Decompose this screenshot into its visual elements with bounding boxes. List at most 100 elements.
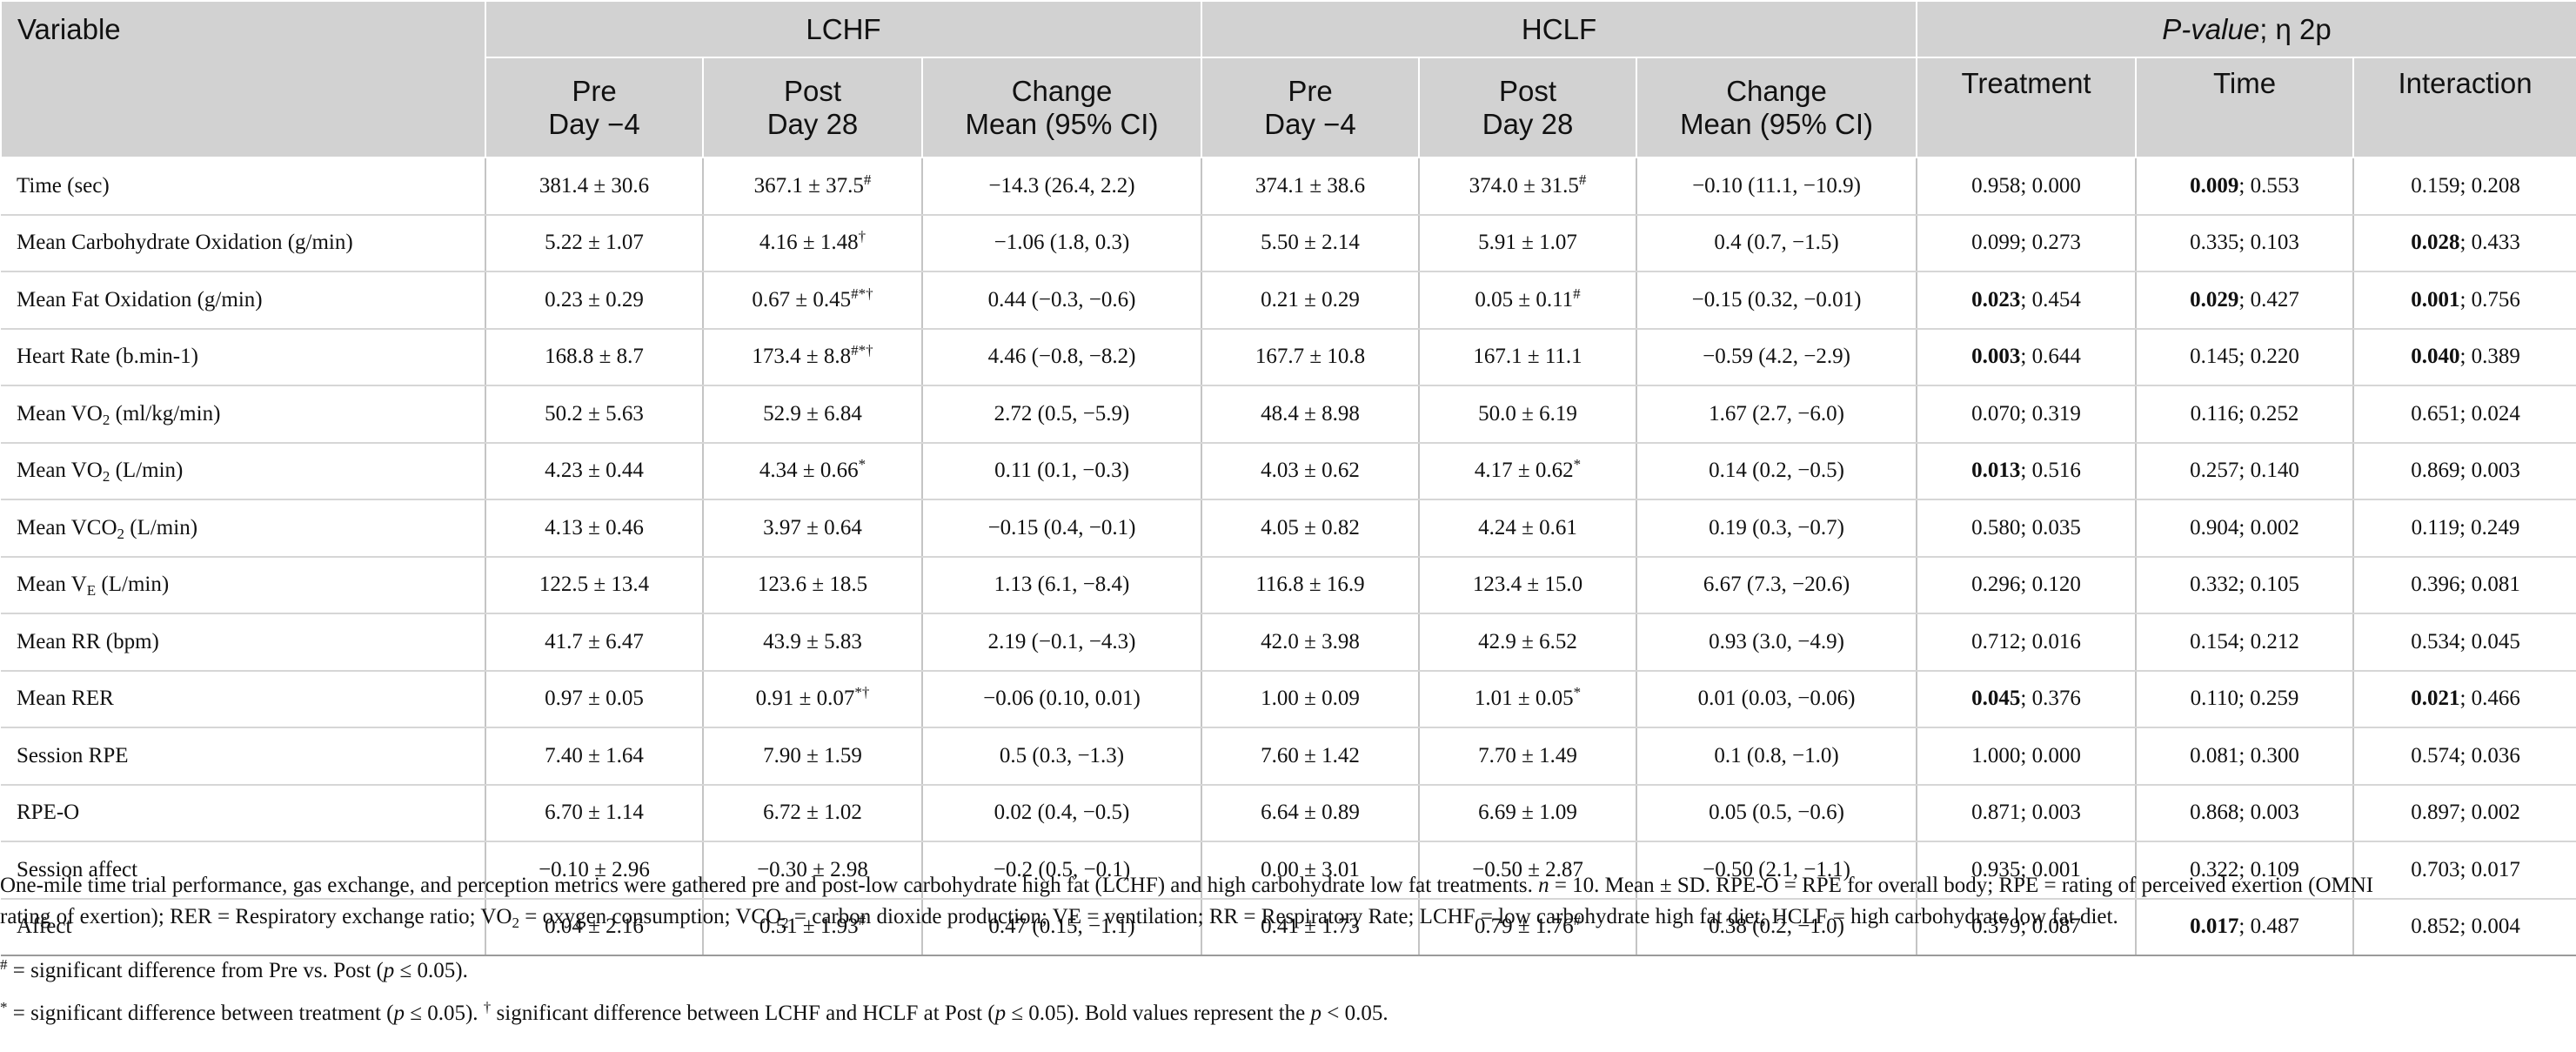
p-value: 0.099 <box>1971 231 2021 255</box>
value-text: 167.1 ± 11.1 <box>1473 345 1582 369</box>
value-text: 4.17 ± 0.62 <box>1474 459 1574 483</box>
p-value: 0.703 <box>2411 857 2460 881</box>
value-text: −0.10 ± 2.96 <box>539 857 650 881</box>
value-text: 0.5 (0.3, −1.3) <box>999 743 1125 767</box>
value-text: 0.04 ± 2.16 <box>545 915 644 939</box>
table-row: Mean RER 0.97 ± 0.05 0.91 ± 0.07*† −0.06 (0… <box>1 670 2576 728</box>
cell-hclf-change: −0.15 (0.32, −0.01) <box>1636 271 1918 330</box>
p-value: 0.296 <box>1971 573 2021 597</box>
variable-name: Mean Fat Oxidation (g/min) <box>17 287 263 312</box>
value-text: 4.03 ± 0.62 <box>1261 459 1360 483</box>
fn-p: p <box>1310 1002 1322 1025</box>
significance-marker: * <box>1573 456 1582 473</box>
cell-lchf-change: 2.19 (−0.1, −4.3) <box>922 613 1203 672</box>
cell-hclf-post: 7.70 ± 1.49 <box>1419 727 1638 786</box>
value-text: 4.16 ± 1.48 <box>759 231 859 255</box>
cell-lchf-post: 52.9 ± 6.84 <box>703 385 923 444</box>
eta-value: ; 0.487 <box>2238 915 2299 939</box>
p-value: 0.871 <box>1971 801 2021 825</box>
dagger-symbol: † <box>483 999 492 1015</box>
cell-hclf-post: 167.1 ± 11.1 <box>1419 328 1638 386</box>
value-text: 41.7 ± 6.47 <box>545 629 644 653</box>
table-row: Time (sec) 381.4 ± 30.6 367.1 ± 37.5# −14.3… <box>1 157 2576 216</box>
variable-name: Session affect <box>17 857 138 881</box>
value-text: 6.70 ± 1.14 <box>545 801 644 825</box>
cell-lchf-pre: 0.04 ± 2.16 <box>485 898 704 956</box>
cell-p-treatment: 0.003; 0.644 <box>1917 328 2138 386</box>
cell-p-time: 0.081; 0.300 <box>2136 727 2355 786</box>
cell-p-treatment: 0.070; 0.319 <box>1917 385 2138 444</box>
header-group-lchf: LCHF <box>484 0 1203 58</box>
cell-hclf-pre: 6.64 ± 0.89 <box>1201 784 1421 842</box>
cell-p-interaction: 0.534; 0.045 <box>2353 613 2576 672</box>
significance-marker: * <box>858 456 866 473</box>
cell-hclf-change: −0.59 (4.2, −2.9) <box>1636 328 1918 386</box>
cell-hclf-change: 6.67 (7.3, −20.6) <box>1636 556 1918 614</box>
value-text: 374.1 ± 38.6 <box>1255 173 1366 198</box>
eta-value: ; 0.140 <box>2238 459 2299 483</box>
cell-variable: Session affect <box>1 841 486 900</box>
cell-lchf-pre: 7.40 ± 1.64 <box>485 727 704 786</box>
cell-variable: Session RPE <box>1 727 486 786</box>
cell-lchf-post: 173.4 ± 8.8#*† <box>703 328 923 386</box>
value-text: −0.30 ± 2.98 <box>757 857 868 881</box>
cell-p-interaction: 0.703; 0.017 <box>2353 841 2576 900</box>
value-text: 173.4 ± 8.8 <box>752 345 852 369</box>
value-text: 367.1 ± 37.5 <box>753 173 864 198</box>
header-interaction: Interaction <box>2352 57 2576 158</box>
value-text: 0.14 (0.2, −0.5) <box>1709 459 1844 483</box>
cell-p-treatment: 1.000; 0.000 <box>1917 727 2138 786</box>
cell-p-time: 0.116; 0.252 <box>2136 385 2355 444</box>
cell-hclf-pre: 48.4 ± 8.98 <box>1201 385 1421 444</box>
p-value: 0.081 <box>2190 743 2239 767</box>
cell-p-treatment: 0.023; 0.454 <box>1917 271 2138 330</box>
p-value: 0.003 <box>1971 345 2021 369</box>
cell-lchf-post: 6.72 ± 1.02 <box>703 784 923 842</box>
change-line2: Mean (95% CI) <box>1680 107 1873 140</box>
variable-name: Time (sec) <box>17 173 110 198</box>
value-text: 0.38 (0.2, −1.0) <box>1709 915 1844 939</box>
header-lchf-pre: Pre Day −4 <box>485 57 704 158</box>
eta-value: ; 0.003 <box>2459 459 2520 483</box>
eta-value: ; 0.249 <box>2459 515 2520 539</box>
star-symbol: * <box>0 999 8 1015</box>
cell-lchf-pre: 0.97 ± 0.05 <box>485 670 704 728</box>
value-text: 0.1 (0.8, −1.0) <box>1714 743 1839 767</box>
p-value: 0.028 <box>2411 231 2460 255</box>
cell-variable: Mean VE (L/min) <box>1 556 486 614</box>
eta-value: ; 0.208 <box>2459 173 2520 198</box>
value-text: 122.5 ± 13.4 <box>539 573 650 597</box>
cell-hclf-change: 0.1 (0.8, −1.0) <box>1636 727 1918 786</box>
header-hclf-post: Post Day 28 <box>1418 57 1638 158</box>
cell-hclf-pre: 374.1 ± 38.6 <box>1201 157 1421 216</box>
p-value: 0.712 <box>1971 629 2021 653</box>
cell-p-interaction: 0.651; 0.024 <box>2353 385 2576 444</box>
value-text: 0.47 (0.15, −1.1) <box>988 915 1135 939</box>
cell-variable: Mean VO2 (L/min) <box>1 442 486 500</box>
fn-n: n <box>1538 874 1549 897</box>
cell-variable: Mean RR (bpm) <box>1 613 486 672</box>
value-text: 5.50 ± 2.14 <box>1261 231 1360 255</box>
cell-hclf-pre: 116.8 ± 16.9 <box>1201 556 1421 614</box>
p-value: 0.021 <box>2411 687 2460 711</box>
variable-unit: (L/min) <box>110 459 184 483</box>
eta-value: ; 0.004 <box>2459 915 2520 939</box>
cell-lchf-post: 0.67 ± 0.45#*† <box>703 271 923 330</box>
table-body: Time (sec) 381.4 ± 30.6 367.1 ± 37.5# −14.3… <box>1 157 2576 956</box>
value-text: 6.72 ± 1.02 <box>763 801 862 825</box>
fn-p: p <box>383 959 395 982</box>
cell-p-interaction: 0.001; 0.756 <box>2353 271 2576 330</box>
cell-hclf-change: −0.50 (2.1, −1.1) <box>1636 841 1918 900</box>
eta-value: ; 0.036 <box>2459 743 2520 767</box>
fn-line1-a: One-mile time trial performance, gas exc… <box>0 874 1539 897</box>
value-text: 123.6 ± 18.5 <box>757 573 868 597</box>
p-value: 0.013 <box>1971 459 2021 483</box>
cell-p-time: 0.017; 0.487 <box>2136 898 2355 956</box>
p-value: 0.396 <box>2411 573 2460 597</box>
pre-line2: Day −4 <box>548 107 640 140</box>
cell-lchf-change: 0.02 (0.4, −0.5) <box>922 784 1203 842</box>
cell-lchf-change: 0.5 (0.3, −1.3) <box>922 727 1203 786</box>
cell-p-time: 0.145; 0.220 <box>2136 328 2355 386</box>
value-text: 374.0 ± 31.5 <box>1469 173 1579 198</box>
significance-marker: # <box>1573 285 1581 302</box>
